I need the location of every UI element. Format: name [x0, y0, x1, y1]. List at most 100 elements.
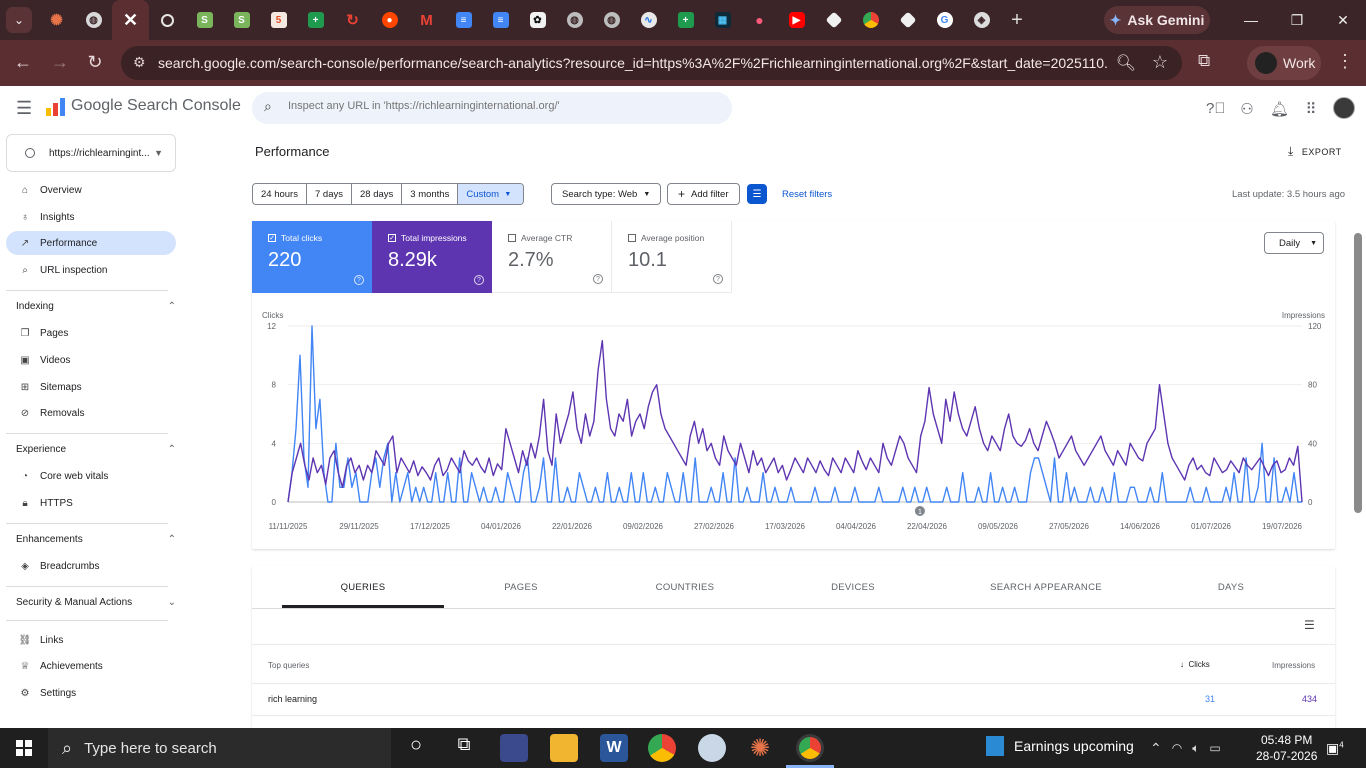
sidebar-item-insights[interactable]: ♁ Insights: [6, 205, 176, 229]
browser-tab[interactable]: G: [926, 0, 963, 40]
word-app-icon[interactable]: W: [600, 734, 628, 762]
window-close-button[interactable]: ✕: [1337, 11, 1349, 28]
browser-tab[interactable]: ≡: [445, 0, 482, 40]
range-24-hours[interactable]: 24 hours: [253, 184, 307, 204]
restore-button[interactable]: ❐: [1290, 11, 1304, 28]
tab-countries[interactable]: COUNTRIES: [655, 581, 715, 593]
browser-tab[interactable]: S: [186, 0, 223, 40]
chrome-work-app-icon[interactable]: [796, 734, 824, 762]
site-info-icon[interactable]: ⚙: [133, 54, 146, 70]
url-text[interactable]: search.google.com/search-console/perform…: [158, 55, 1108, 71]
range-28-days[interactable]: 28 days: [352, 184, 403, 204]
task-view-icon[interactable]: ⧉: [457, 734, 471, 754]
tab-search-button[interactable]: ⌄: [0, 0, 38, 40]
extensions-icon[interactable]: ⧉: [1198, 51, 1211, 70]
battery-icon[interactable]: ▭: [1209, 741, 1221, 755]
browser-tab[interactable]: [889, 0, 926, 40]
apps-grid-icon[interactable]: ⠿: [1305, 101, 1317, 118]
section-indexing[interactable]: Indexing ⌃: [16, 301, 176, 312]
browser-tab[interactable]: ✿: [519, 0, 556, 40]
browser-tab[interactable]: ≡: [482, 0, 519, 40]
tab-queries[interactable]: QUERIES: [340, 581, 386, 593]
sidebar-item-pages[interactable]: ❐ Pages: [6, 321, 176, 345]
granularity-dropdown[interactable]: Daily ▼: [1264, 232, 1324, 254]
browser-tab[interactable]: ∿: [630, 0, 667, 40]
ask-gemini-button[interactable]: ✦ Ask Gemini: [1104, 6, 1210, 34]
section-enhancements[interactable]: Enhancements ⌃: [16, 534, 176, 545]
forward-icon[interactable]: →: [51, 52, 69, 72]
new-tab-button[interactable]: +: [1011, 8, 1023, 31]
browser-tab[interactable]: [149, 0, 186, 40]
sidebar-item-url-inspection[interactable]: ⌕ URL inspection: [6, 258, 176, 282]
reload-icon[interactable]: ↻: [87, 52, 103, 72]
back-icon[interactable]: ←: [14, 52, 32, 72]
range-custom[interactable]: Custom ▼: [458, 184, 524, 204]
tab-days[interactable]: DAYS: [1217, 581, 1245, 593]
taskbar-search-box[interactable]: ⌕ Type here to search: [48, 728, 391, 768]
more-vert-icon[interactable]: ⋮: [1336, 51, 1354, 71]
help-icon[interactable]: ?: [474, 275, 484, 285]
browser-tab[interactable]: [852, 0, 889, 40]
column-header-clicks[interactable]: ↓ Clicks: [1180, 660, 1210, 669]
browser-tab[interactable]: ◈: [963, 0, 1000, 40]
system-clock[interactable]: 05:48 PM 28-07-2026: [1256, 732, 1317, 764]
close-icon[interactable]: ✕: [122, 9, 139, 30]
filter-rows-icon[interactable]: ☰: [1304, 618, 1315, 632]
sidebar-item-https[interactable]: 🔒︎ HTTPS: [6, 491, 176, 515]
export-button[interactable]: ⤓ EXPORT: [1288, 144, 1342, 159]
sidebar-item-overview[interactable]: ⌂ Overview: [6, 178, 176, 202]
tab-pages[interactable]: PAGES: [504, 581, 538, 593]
sidebar-item-settings[interactable]: ⚙ Settings: [6, 681, 176, 705]
sidebar-item-sitemaps[interactable]: ⊞ Sitemaps: [6, 375, 176, 399]
metric-total-impressions[interactable]: ✓ Total impressions 8.29k ?: [372, 221, 492, 293]
bookmark-star-icon[interactable]: ☆: [1151, 52, 1168, 72]
notification-center-button[interactable]: ▣4: [1326, 740, 1344, 757]
property-selector[interactable]: https://richlearningint... ▼: [6, 134, 176, 172]
sidebar-item-links[interactable]: ⛓ Links: [6, 628, 176, 652]
bell-icon[interactable]: 🔔︎: [1270, 101, 1290, 118]
profile-button[interactable]: Work: [1247, 46, 1321, 80]
section-security[interactable]: Security & Manual Actions ⌄: [16, 597, 176, 608]
minimize-button[interactable]: —: [1244, 12, 1258, 28]
browser-tab[interactable]: ▦: [704, 0, 741, 40]
volume-icon[interactable]: 🔈︎: [1192, 740, 1200, 755]
help-icon[interactable]: ?: [713, 274, 723, 284]
help-icon[interactable]: ?: [354, 275, 364, 285]
metric-average-ctr[interactable]: Average CTR 2.7% ?: [492, 221, 612, 293]
browser-tab[interactable]: +: [667, 0, 704, 40]
windows-start-button[interactable]: [0, 728, 48, 768]
chrome-app-icon[interactable]: [648, 734, 676, 762]
help-icon[interactable]: ?⃝: [1206, 100, 1226, 117]
news-widget[interactable]: Earnings upcoming: [986, 736, 1134, 756]
range-7-days[interactable]: 7 days: [307, 184, 352, 204]
browser-tab[interactable]: ◍: [556, 0, 593, 40]
browser-tab[interactable]: ▶: [778, 0, 815, 40]
browser-tab[interactable]: ●: [371, 0, 408, 40]
active-browser-tab[interactable]: ✕: [112, 0, 149, 40]
column-header-impressions[interactable]: Impressions: [1272, 661, 1316, 670]
sidebar-item-removals[interactable]: ⊘ Removals: [6, 401, 176, 425]
browser-tab[interactable]: ✺: [38, 0, 75, 40]
browser-tab[interactable]: ●: [741, 0, 778, 40]
sidebar-item-breadcrumbs[interactable]: ◈ Breadcrumbs: [6, 554, 176, 578]
checkbox-checked-icon[interactable]: ✓: [268, 234, 276, 242]
checkbox-unchecked-icon[interactable]: [508, 234, 516, 242]
range-3-months[interactable]: 3 months: [402, 184, 459, 204]
manage-users-icon[interactable]: ⚇: [1240, 101, 1254, 118]
add-filter-button[interactable]: + Add filter: [667, 183, 740, 205]
checkbox-unchecked-icon[interactable]: [628, 234, 636, 242]
browser-tab[interactable]: ◍: [75, 0, 112, 40]
browser-tab[interactable]: 5: [260, 0, 297, 40]
sidebar-item-core-web-vitals[interactable]: ◔ Core web vitals: [6, 464, 176, 488]
app-icon[interactable]: [698, 734, 726, 762]
tab-search-appearance[interactable]: SEARCH APPEARANCE: [990, 581, 1102, 593]
cortana-icon[interactable]: ○: [409, 734, 423, 756]
chevron-up-icon[interactable]: ⌃: [1150, 739, 1162, 756]
help-icon[interactable]: ?: [593, 274, 603, 284]
hamburger-menu-icon[interactable]: ☰: [16, 98, 33, 118]
url-inspect-input[interactable]: [288, 100, 718, 112]
table-row[interactable]: rich learning 31 434: [252, 684, 1335, 716]
file-explorer-icon[interactable]: [550, 734, 578, 762]
whiteboard-app-icon[interactable]: [500, 734, 528, 762]
metric-average-position[interactable]: Average position 10.1 ?: [612, 221, 732, 293]
